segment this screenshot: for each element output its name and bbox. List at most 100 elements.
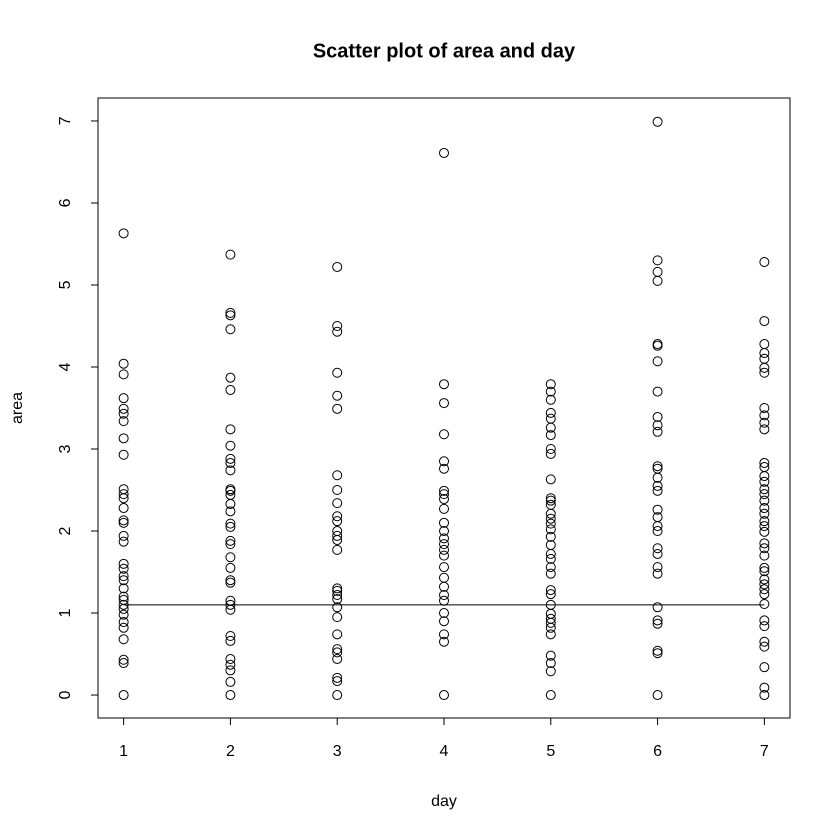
point: [332, 470, 343, 481]
point: [118, 658, 129, 669]
point: [225, 465, 236, 476]
point: [545, 617, 556, 628]
point: [545, 531, 556, 542]
point: [332, 498, 343, 509]
point: [225, 372, 236, 383]
point: [439, 608, 449, 619]
point: [118, 536, 129, 547]
y-tick-label: 6: [57, 198, 74, 207]
point: [118, 515, 129, 526]
point: [759, 621, 770, 632]
point: [759, 339, 770, 350]
y-tick-label: 3: [57, 444, 74, 453]
point: [225, 535, 236, 546]
point: [759, 257, 770, 268]
point: [759, 615, 770, 626]
point: [652, 255, 663, 266]
y-tick-label: 7: [57, 116, 74, 125]
point: [332, 485, 343, 496]
point: [545, 493, 556, 504]
point: [118, 517, 129, 528]
point: [545, 379, 556, 390]
point: [118, 408, 129, 419]
point: [118, 416, 129, 427]
point: [332, 690, 343, 701]
point: [439, 589, 449, 600]
point: [759, 410, 770, 421]
point: [332, 320, 343, 331]
point: [545, 474, 556, 485]
point: [118, 358, 129, 369]
point: [332, 261, 343, 272]
point: [225, 506, 236, 517]
point: [225, 485, 236, 496]
point: [439, 494, 449, 505]
point: [759, 562, 770, 573]
point: [759, 662, 770, 673]
point: [759, 476, 770, 487]
point: [118, 393, 129, 404]
point: [759, 599, 770, 610]
point: [759, 574, 770, 585]
point: [332, 535, 343, 546]
point: [439, 517, 449, 528]
point: [225, 521, 236, 532]
point: [545, 422, 556, 433]
point: [759, 566, 770, 577]
point: [439, 690, 449, 701]
point: [118, 369, 129, 380]
point: [439, 379, 449, 390]
point: [225, 690, 236, 701]
point: [225, 653, 236, 664]
point: [439, 503, 449, 514]
point: [652, 356, 663, 367]
point: [118, 617, 129, 628]
point: [545, 513, 556, 524]
point: [759, 484, 770, 495]
point: [545, 407, 556, 418]
point: [652, 472, 663, 483]
point: [759, 690, 770, 701]
point: [225, 599, 236, 610]
point: [225, 457, 236, 468]
point: [545, 413, 556, 424]
point: [332, 653, 343, 664]
point: [332, 390, 343, 401]
point: [118, 654, 129, 665]
point: [652, 340, 663, 351]
point: [118, 489, 129, 500]
point: [332, 676, 343, 687]
point: [439, 629, 449, 640]
point: [652, 480, 663, 491]
x-tick-label: 1: [119, 743, 128, 760]
point: [545, 568, 556, 579]
point: [652, 463, 663, 474]
point: [225, 249, 236, 260]
point: [545, 666, 556, 677]
point: [439, 562, 449, 573]
point: [545, 386, 556, 397]
point: [118, 591, 129, 602]
point: [118, 603, 129, 614]
point: [759, 516, 770, 527]
point: [652, 275, 663, 286]
point: [652, 266, 663, 277]
point: [439, 572, 449, 583]
point: [652, 485, 663, 496]
point: [652, 521, 663, 532]
point: [118, 571, 129, 582]
point: [332, 583, 343, 594]
point: [759, 503, 770, 514]
point: [652, 648, 663, 659]
point: [225, 659, 236, 670]
point: [118, 690, 129, 701]
point: [225, 552, 236, 563]
point: [225, 424, 236, 435]
point: [545, 518, 556, 529]
point: [332, 672, 343, 683]
point: [652, 412, 663, 423]
point: [439, 398, 449, 409]
point: [332, 629, 343, 640]
point: [759, 417, 770, 428]
x-tick-label: 5: [546, 743, 555, 760]
